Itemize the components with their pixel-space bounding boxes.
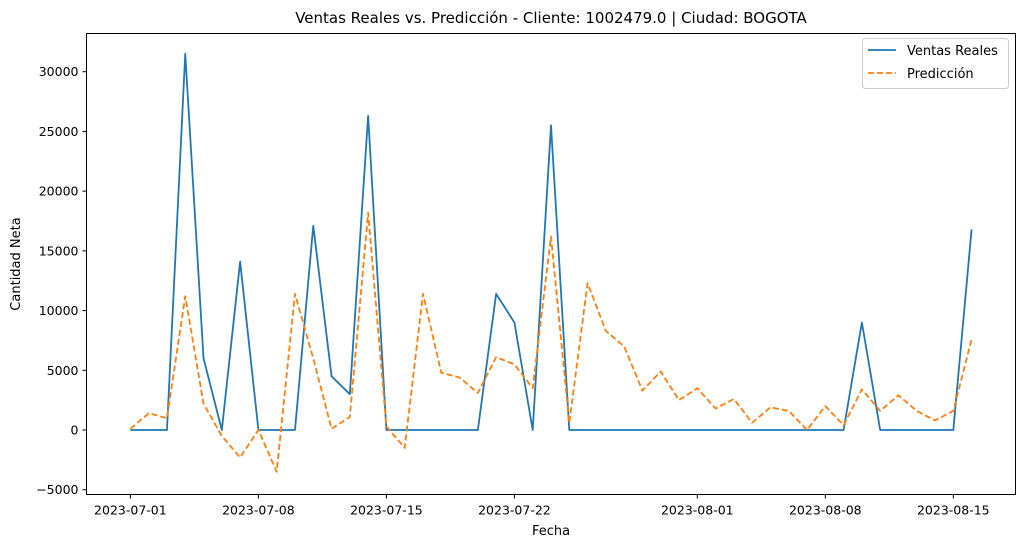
x-tick-label: 2023-07-08: [222, 503, 295, 518]
x-tick-label: 2023-07-22: [478, 503, 551, 518]
y-tick-label: 15000: [39, 243, 79, 258]
legend: Ventas Reales Predicción: [862, 38, 1009, 89]
y-tick-label: 0: [71, 423, 79, 438]
legend-label-prediccion: Predicción: [907, 67, 974, 82]
plot-frame: [86, 33, 1016, 495]
x-tick-label: 2023-08-01: [661, 503, 734, 518]
y-tick-label: −5000: [36, 482, 78, 497]
chart-title: Ventas Reales vs. Predicción - Cliente: …: [295, 9, 807, 27]
series-line-ventas-reales: [130, 52, 973, 431]
y-tick-label: 30000: [39, 64, 79, 79]
x-tick-label: 2023-07-01: [94, 503, 167, 518]
y-axis-label: Cantidad Neta: [9, 217, 24, 310]
legend-frame: [862, 38, 1009, 89]
y-tick-label: 25000: [39, 124, 79, 139]
y-tick-label: 10000: [39, 303, 79, 318]
legend-label-ventas-reales: Ventas Reales: [907, 44, 998, 59]
y-tick-label: 20000: [39, 184, 79, 199]
x-axis-label: Fecha: [532, 524, 570, 539]
x-tick-label: 2023-08-08: [789, 503, 862, 518]
y-tick-label: 5000: [47, 363, 79, 378]
x-tick-label: 2023-07-15: [350, 503, 423, 518]
series-line-prediccion: [129, 211, 973, 473]
x-tick-label: 2023-08-15: [917, 503, 990, 518]
